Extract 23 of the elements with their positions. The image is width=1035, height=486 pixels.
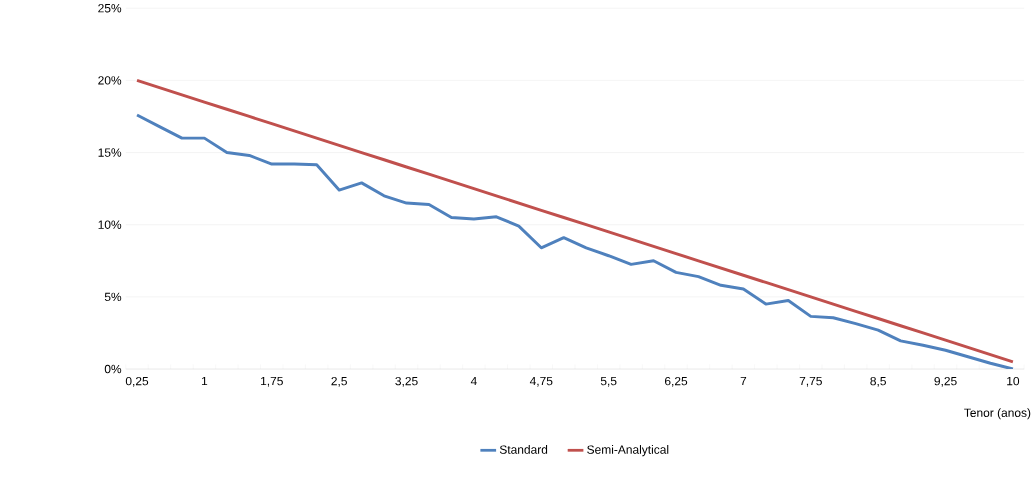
x-tick-label: 4,75 <box>529 376 553 387</box>
x-tick-label: 0,25 <box>125 376 149 387</box>
y-tick-label: 20% <box>98 76 122 85</box>
y-tick-label: 10% <box>98 220 122 229</box>
y-tick-label: 15% <box>98 148 122 157</box>
x-tick-label: 10 <box>1007 376 1020 386</box>
x-tick-label: 3,25 <box>395 376 418 387</box>
x-tick-label: 4 <box>470 376 477 386</box>
x-tick-label: 2,5 <box>331 376 347 387</box>
x-tick-label: 8,5 <box>870 376 886 387</box>
x-tick-label: 5,5 <box>600 376 617 387</box>
x-tick-label: 6,25 <box>664 376 688 387</box>
y-tick-label: 0% <box>104 364 122 374</box>
x-tick-label: 9,25 <box>934 376 957 387</box>
x-tick-label: 1 <box>201 376 208 386</box>
legend-label: Semi-Analytical <box>587 445 669 457</box>
y-tick-label: 25% <box>98 4 122 13</box>
x-axis-title: Tenor (anos) <box>964 408 1031 420</box>
y-tick-label: 5% <box>104 292 122 302</box>
x-tick-label: 7 <box>740 376 747 386</box>
legend-label: Standard <box>499 445 548 454</box>
x-tick-label: 1,75 <box>261 376 283 387</box>
x-tick-label: 7,75 <box>799 376 822 387</box>
